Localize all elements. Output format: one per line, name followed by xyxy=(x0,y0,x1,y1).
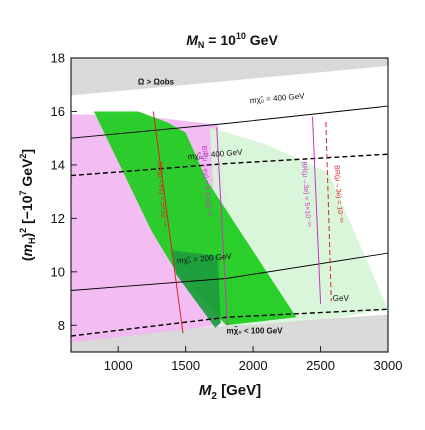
region-dark-green-overlap xyxy=(170,250,221,328)
annotation-7: BR(μ→eγ) = 4.2×10⁻¹³ xyxy=(200,145,212,217)
region-omega-omega-obs-lower xyxy=(71,314,388,352)
y-tick-label-8: 8 xyxy=(58,318,65,333)
y-tick-label-18: 18 xyxy=(51,51,65,66)
bound-line-br-mu-3e-5x10-16-magenta-solid xyxy=(312,116,322,304)
contour-m-chi-200-gev-dashed xyxy=(71,308,388,337)
x-tick-label-2500: 2500 xyxy=(306,358,335,373)
bound-lines-layer xyxy=(152,111,332,334)
y-axis-ticks: 8 10 12 14 16 18 xyxy=(51,51,77,333)
plot-frame xyxy=(70,57,389,353)
bound-line-br-mu-e-gamma-5x10-15-red-solid xyxy=(152,111,184,334)
y-tick-label-10: 10 xyxy=(51,264,65,279)
x-axis-ticks: 1000 1500 2000 2500 3000 xyxy=(104,346,403,373)
x-tick-label-1500: 1500 xyxy=(171,358,200,373)
y-tick-label-12: 12 xyxy=(51,211,65,226)
annotation-9: BR(μ→3e) = 10⁻¹⁶ xyxy=(333,165,344,223)
region-green-band xyxy=(93,111,297,326)
x-tick-label-2000: 2000 xyxy=(239,358,268,373)
contours-layer xyxy=(71,105,388,337)
annotation-5: Ω > Ωobs xyxy=(138,78,175,87)
y-tick-label-14: 14 xyxy=(51,157,65,172)
x-axis-label: M2 [GeV] xyxy=(199,382,261,402)
annotation-1: mχ̃₀ = 400 GeV xyxy=(249,91,305,105)
y-tick-label-16: 16 xyxy=(51,104,65,119)
annotation-6: BR(μ→eγ) = 5×10⁻¹⁵ xyxy=(156,161,168,227)
contour-m-chi-400-gev-dashed xyxy=(71,153,388,177)
annotation-8: BR(μ→3e) = 5×10⁻¹⁶ xyxy=(300,161,312,227)
bound-line-br-mu-3e-10-16-red-dashed xyxy=(325,122,332,302)
contour-m-chi-200-gev-solid xyxy=(71,252,388,291)
chart-title: MN = 1010 GeV xyxy=(186,31,278,50)
x-tick-label-3000: 3000 xyxy=(374,358,403,373)
contour-m-chi-400-gev-solid xyxy=(71,105,388,139)
x-tick-label-1000: 1000 xyxy=(104,358,133,373)
regions-layer xyxy=(71,58,388,352)
bound-line-br-mu-e-gamma-4-2x10-13-magenta-solid xyxy=(216,127,228,326)
region-omega-omega-obs-upper xyxy=(71,58,388,96)
annotation-4: mχ̃₀ < 100 GeV xyxy=(226,326,283,335)
y-axis-label: (mH)2 [−107 GeV2] xyxy=(18,149,37,261)
annotation-10: GeV xyxy=(333,294,350,303)
